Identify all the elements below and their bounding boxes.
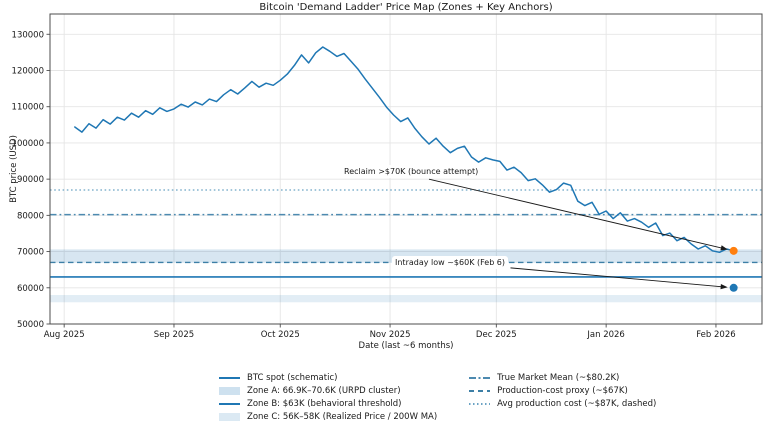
x-tick-label: Oct 2025 bbox=[261, 330, 300, 340]
y-tick-label: 50000 bbox=[17, 320, 44, 330]
legend-item: True Market Mean (~$80.2K) bbox=[469, 372, 656, 383]
legend-swatch-solid bbox=[219, 376, 240, 379]
legend-swatch-dotted bbox=[469, 402, 491, 405]
zone-band bbox=[50, 295, 762, 303]
x-tick-label: Sep 2025 bbox=[154, 330, 194, 340]
x-tick-label: Nov 2025 bbox=[370, 330, 411, 340]
legend-label: Production-cost proxy (~$67K) bbox=[497, 385, 628, 396]
y-tick-label: 120000 bbox=[12, 66, 44, 76]
legend-item: Production-cost proxy (~$67K) bbox=[469, 385, 656, 396]
y-tick-label: 80000 bbox=[17, 211, 44, 221]
y-tick-label: 90000 bbox=[17, 175, 44, 185]
legend-swatch-solid bbox=[219, 402, 240, 405]
x-axis-label: Date (last ~6 months) bbox=[358, 341, 454, 351]
x-tick-label: Feb 2026 bbox=[696, 330, 735, 340]
legend: BTC spot (schematic) Zone A: 66.9K–70.6K … bbox=[219, 372, 656, 422]
y-tick-label: 100000 bbox=[12, 139, 44, 149]
legend-column: BTC spot (schematic) Zone A: 66.9K–70.6K … bbox=[219, 372, 437, 422]
legend-swatch-patch bbox=[219, 412, 240, 421]
legend-swatch-dashdot bbox=[469, 376, 491, 379]
bounce-high-dot bbox=[729, 246, 738, 255]
intraday-low-dot bbox=[729, 283, 738, 292]
axes-spines bbox=[49, 13, 763, 325]
x-tick-label: Jan 2026 bbox=[586, 330, 624, 340]
legend-item: Zone A: 66.9K–70.6K (URPD cluster) bbox=[219, 385, 437, 396]
annotation-arrow bbox=[428, 178, 725, 249]
legend-label: True Market Mean (~$80.2K) bbox=[497, 372, 620, 383]
y-tick-label: 70000 bbox=[17, 248, 44, 258]
legend-label: Zone C: 56K–58K (Realized Price / 200W M… bbox=[247, 411, 438, 422]
annotation-reclaim-70k: Reclaim >$70K (bounce attempt) bbox=[341, 165, 482, 178]
legend-item: BTC spot (schematic) bbox=[219, 372, 437, 383]
x-tick-label: Dec 2025 bbox=[476, 330, 517, 340]
x-tick-label: Aug 2025 bbox=[44, 330, 85, 340]
annotation-arrow bbox=[510, 267, 724, 288]
y-tick-label: 110000 bbox=[12, 103, 44, 113]
legend-column: True Market Mean (~$80.2K) Production-cos… bbox=[469, 372, 656, 422]
y-axis-label: BTC price (USD) bbox=[9, 135, 19, 203]
y-tick-label: 130000 bbox=[12, 30, 44, 40]
y-tick-label: 60000 bbox=[17, 284, 44, 294]
legend-label: BTC spot (schematic) bbox=[247, 372, 338, 383]
legend-swatch-dashed bbox=[469, 389, 491, 392]
chart-title: Bitcoin 'Demand Ladder' Price Map (Zones… bbox=[259, 2, 553, 13]
btc-spot-line bbox=[74, 46, 735, 254]
legend-item: Zone B: $63K (behavioral threshold) bbox=[219, 398, 437, 409]
legend-label: Avg production cost (~$87K, dashed) bbox=[497, 398, 657, 409]
annotation-arrowhead bbox=[720, 284, 728, 290]
legend-label: Zone B: $63K (behavioral threshold) bbox=[247, 398, 402, 409]
legend-item: Zone C: 56K–58K (Realized Price / 200W M… bbox=[219, 411, 437, 422]
annotation-intraday-low-60k: Intraday low ~$60K (Feb 6) bbox=[392, 256, 509, 269]
legend-label: Zone A: 66.9K–70.6K (URPD cluster) bbox=[247, 385, 401, 396]
legend-swatch-patch bbox=[219, 386, 240, 395]
annotation-arrowhead bbox=[720, 245, 728, 251]
legend-item: Avg production cost (~$87K, dashed) bbox=[469, 398, 656, 409]
